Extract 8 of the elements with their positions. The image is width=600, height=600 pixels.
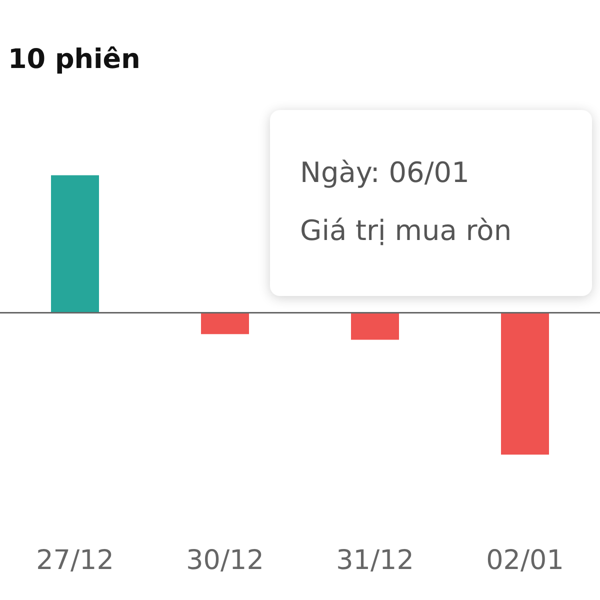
x-tick-label: 27/12	[36, 544, 114, 576]
annotation: Giá trị mua ròn	[300, 213, 513, 249]
x-tick-label: 02/01	[486, 544, 564, 576]
x-tick-label: 31/12	[336, 544, 414, 576]
chart-title: 10 phiên	[8, 44, 140, 75]
x-tick-label: 30/12	[186, 544, 264, 576]
tooltip: Ngày: 06/01 Giá trị mua ròn	[270, 110, 592, 296]
annotation: Ngày: 06/01	[300, 155, 470, 191]
